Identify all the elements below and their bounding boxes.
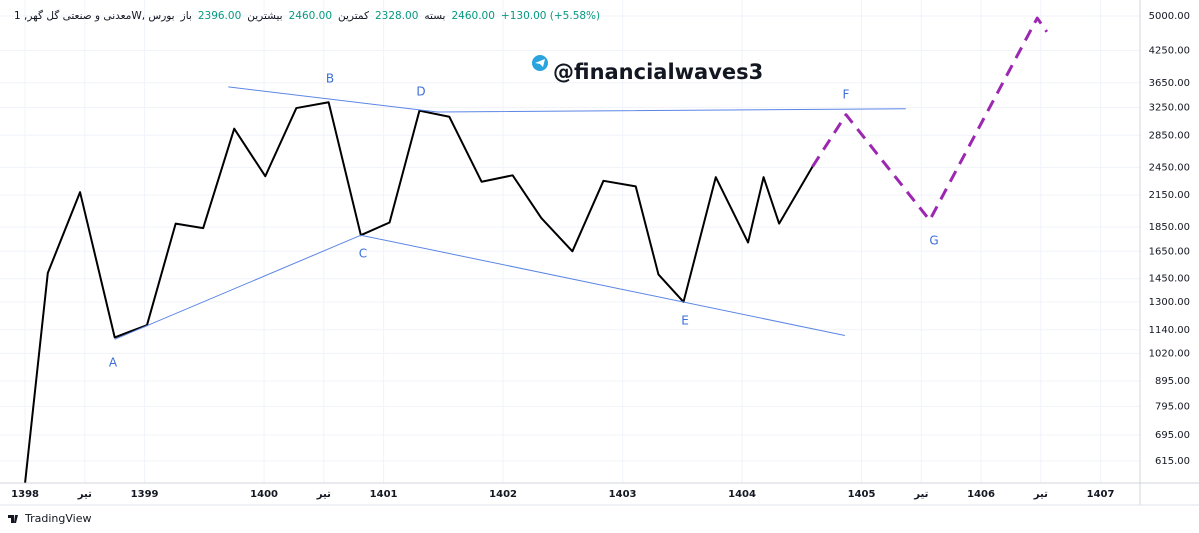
- x-tick-label: 1401: [370, 489, 398, 500]
- ohlc-value: 2460.00: [451, 10, 495, 22]
- ohlc-label: بیشترین: [247, 10, 283, 22]
- series-line: [24, 101, 814, 483]
- x-tick-label: 1404: [728, 489, 756, 500]
- x-tick-label: 1399: [131, 489, 159, 500]
- x-tick-label: 1402: [489, 489, 517, 500]
- labels: 5000.00 4250.00 3650.00 3250.00 2850.00 2450.…: [11, 11, 1190, 500]
- y-tick-label: 3250.00: [1149, 102, 1190, 113]
- series-line: [811, 16, 1049, 222]
- brand-logo: [8, 515, 18, 523]
- x-tick-label: تیر: [316, 489, 331, 500]
- y-tick-label: 1300.00: [1149, 297, 1190, 308]
- change: +130.00 (+5.58%): [500, 10, 601, 22]
- wave-label: G: [929, 234, 938, 248]
- brand-text: TradingView: [24, 512, 91, 525]
- x-tick-label: 1403: [609, 489, 637, 500]
- brand: TradingView: [8, 512, 91, 525]
- x-tick-label: تیر: [77, 489, 92, 500]
- y-tick-label: 2450.00: [1149, 162, 1190, 173]
- y-tick-label: 615.00: [1155, 456, 1190, 467]
- y-tick-label: 695.00: [1155, 430, 1190, 441]
- y-tick-label: 1850.00: [1149, 222, 1190, 233]
- y-tick-label: 2850.00: [1149, 130, 1190, 141]
- wave-label: A: [109, 356, 118, 370]
- y-tick-label: 795.00: [1155, 401, 1190, 412]
- y-tick-label: 3650.00: [1149, 78, 1190, 89]
- x-tick-label: تیر: [1033, 489, 1048, 500]
- series-line: [228, 86, 906, 113]
- y-tick-label: 5000.00: [1149, 11, 1190, 22]
- x-tick-label: 1406: [967, 489, 995, 500]
- y-tick-label: 895.00: [1155, 376, 1190, 387]
- ohlc-value: 2460.00: [288, 10, 333, 22]
- x-tick-label: 1405: [848, 489, 876, 500]
- x-tick-label: تیر: [913, 489, 928, 500]
- y-tick-label: 1650.00: [1149, 246, 1190, 257]
- wave-label: D: [416, 85, 425, 99]
- ohlc-value: 2328.00: [374, 10, 419, 22]
- x-tick-label: 1400: [250, 489, 278, 500]
- y-tick-label: 1450.00: [1149, 274, 1190, 285]
- watermark: @financialwaves3: [532, 55, 763, 84]
- wave-label: B: [326, 72, 334, 86]
- series-line: [114, 234, 845, 340]
- ohlc-label: کمترین: [338, 10, 369, 22]
- plot: [24, 16, 1049, 483]
- watermark-text: @financialwaves3: [553, 60, 763, 84]
- y-tick-label: 4250.00: [1149, 45, 1190, 56]
- header: معدنی و صنعتی گل گهر, 1W, بورس باز 2396.0…: [14, 10, 600, 22]
- ohlc-value: 2396.00: [197, 10, 242, 22]
- wave-label: C: [359, 247, 367, 261]
- y-tick-label: 1020.00: [1149, 348, 1190, 359]
- wave-label: E: [681, 314, 689, 328]
- wave-label: F: [843, 88, 850, 102]
- ohlc-label: بسته: [424, 10, 446, 22]
- y-tick-label: 2150.00: [1149, 190, 1190, 201]
- telegram-plane: [535, 59, 545, 67]
- ohlc-label: باز: [180, 10, 192, 22]
- symbol: معدنی و صنعتی گل گهر, 1W, بورس: [14, 10, 175, 22]
- x-tick-label: 1407: [1087, 489, 1115, 500]
- x-tick-label: 1398: [11, 489, 39, 500]
- y-tick-label: 1140.00: [1149, 325, 1190, 336]
